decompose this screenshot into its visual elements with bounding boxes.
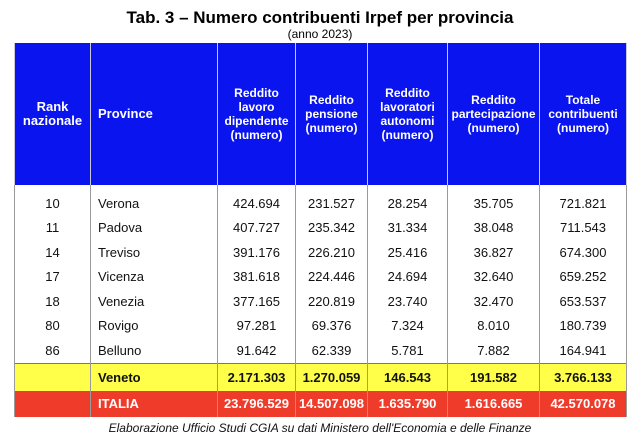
table-cell: 14.507.098 [295, 390, 368, 417]
table-cell: 1.616.665 [447, 390, 540, 417]
column-header-3: Reddito pensione (numero) [295, 43, 368, 185]
table-cell: 226.210 [295, 240, 368, 265]
table-cell: 32.470 [447, 289, 540, 314]
data-table: Rank nazionale Province Reddito lavoro dip… [14, 43, 627, 417]
table-cell: 180.739 [539, 313, 627, 338]
table-cell: 146.543 [367, 362, 448, 391]
table-cell: 235.342 [295, 215, 368, 240]
table-cell [14, 362, 91, 391]
table-cell: 2.171.303 [217, 362, 296, 391]
table-cell: 97.281 [217, 313, 296, 338]
table-cell: 17 [14, 264, 91, 289]
table-row: 10 Verona 424.694 231.527 28.254 35.705 721.82… [14, 191, 627, 216]
table-header-row: Rank nazionale Province Reddito lavoro dip… [14, 43, 627, 185]
total-row-italia: ITALIA 23.796.529 14.507.098 1.635.790 1.616… [14, 390, 627, 417]
table-cell: 231.527 [295, 191, 368, 216]
column-header-2: Reddito lavoro dipendente (numero) [217, 43, 296, 185]
table-cell: 11 [14, 215, 91, 240]
table-cell: 674.300 [539, 240, 627, 265]
table-cell: 35.705 [447, 191, 540, 216]
table-cell: 391.176 [217, 240, 296, 265]
table-cell: Padova [90, 215, 218, 240]
table-cell: Rovigo [90, 313, 218, 338]
table-cell: 91.642 [217, 338, 296, 363]
table-cell: 8.010 [447, 313, 540, 338]
table-title: Tab. 3 – Numero contribuenti Irpef per p… [126, 8, 514, 27]
table-cell: 18 [14, 289, 91, 314]
column-header-1: Province [90, 43, 218, 185]
table-cell: Belluno [90, 338, 218, 363]
table-cell [14, 390, 91, 417]
table-cell: 28.254 [367, 191, 448, 216]
table-cell: Verona [90, 191, 218, 216]
table-cell: 659.252 [539, 264, 627, 289]
table-cell: 164.941 [539, 338, 627, 363]
table-cell: 721.821 [539, 191, 627, 216]
table-cell: 23.740 [367, 289, 448, 314]
table-cell: 42.570.078 [539, 390, 627, 417]
table-cell: 62.339 [295, 338, 368, 363]
table-row: 17 Vicenza 381.618 224.446 24.694 32.640 659.2… [14, 264, 627, 289]
table-cell: 23.796.529 [217, 390, 296, 417]
column-header-0: Rank nazionale [14, 43, 91, 185]
spacer-cell [539, 185, 627, 191]
table-subtitle: (anno 2023) [287, 27, 353, 41]
table-cell: Veneto [90, 362, 218, 391]
table-row: 80 Rovigo 97.281 69.376 7.324 8.010 180.739 [14, 313, 627, 338]
table-cell: 1.270.059 [295, 362, 368, 391]
table-cell: 7.882 [447, 338, 540, 363]
table-cell: 1.635.790 [367, 390, 448, 417]
table-cell: 86 [14, 338, 91, 363]
total-row-veneto: Veneto 2.171.303 1.270.059 146.543 191.582 3.… [14, 362, 627, 391]
column-header-6: Totale contribuenti (numero) [539, 43, 627, 185]
table-cell: 381.618 [217, 264, 296, 289]
table-body: 10 Verona 424.694 231.527 28.254 35.705 721.82… [14, 185, 627, 417]
table-cell: 220.819 [295, 289, 368, 314]
table-spacer-row [14, 185, 627, 191]
table-cell: 31.334 [367, 215, 448, 240]
table-cell: 191.582 [447, 362, 540, 391]
table-cell: 25.416 [367, 240, 448, 265]
table-row: 11 Padova 407.727 235.342 31.334 38.048 711.54… [14, 215, 627, 240]
column-header-4: Reddito lavoratori autonomi (numero) [367, 43, 448, 185]
column-header-5: Reddito partecipazione (numero) [447, 43, 540, 185]
source-note: Elaborazione Ufficio Studi CGIA su dati … [108, 421, 532, 435]
table-cell: 424.694 [217, 191, 296, 216]
table-cell: 10 [14, 191, 91, 216]
table-row: 18 Venezia 377.165 220.819 23.740 32.470 653.5… [14, 289, 627, 314]
table-cell: 69.376 [295, 313, 368, 338]
table-cell: 38.048 [447, 215, 540, 240]
table-cell: 653.537 [539, 289, 627, 314]
table-row: 14 Treviso 391.176 226.210 25.416 36.827 674.3… [14, 240, 627, 265]
table-cell: 711.543 [539, 215, 627, 240]
table-cell: Venezia [90, 289, 218, 314]
table-cell: 5.781 [367, 338, 448, 363]
table-cell: 407.727 [217, 215, 296, 240]
table-cell: 80 [14, 313, 91, 338]
table-cell: 7.324 [367, 313, 448, 338]
data-table-container: Rank nazionale Province Reddito lavoro dip… [14, 43, 627, 417]
table-cell: Vicenza [90, 264, 218, 289]
table-cell: 14 [14, 240, 91, 265]
table-cell: 3.766.133 [539, 362, 627, 391]
table-cell: 224.446 [295, 264, 368, 289]
table-cell: ITALIA [90, 390, 218, 417]
table-cell: 32.640 [447, 264, 540, 289]
table-row: 86 Belluno 91.642 62.339 5.781 7.882 164.941 [14, 338, 627, 363]
table-cell: 36.827 [447, 240, 540, 265]
table-cell: Treviso [90, 240, 218, 265]
table-cell: 24.694 [367, 264, 448, 289]
table-cell: 377.165 [217, 289, 296, 314]
